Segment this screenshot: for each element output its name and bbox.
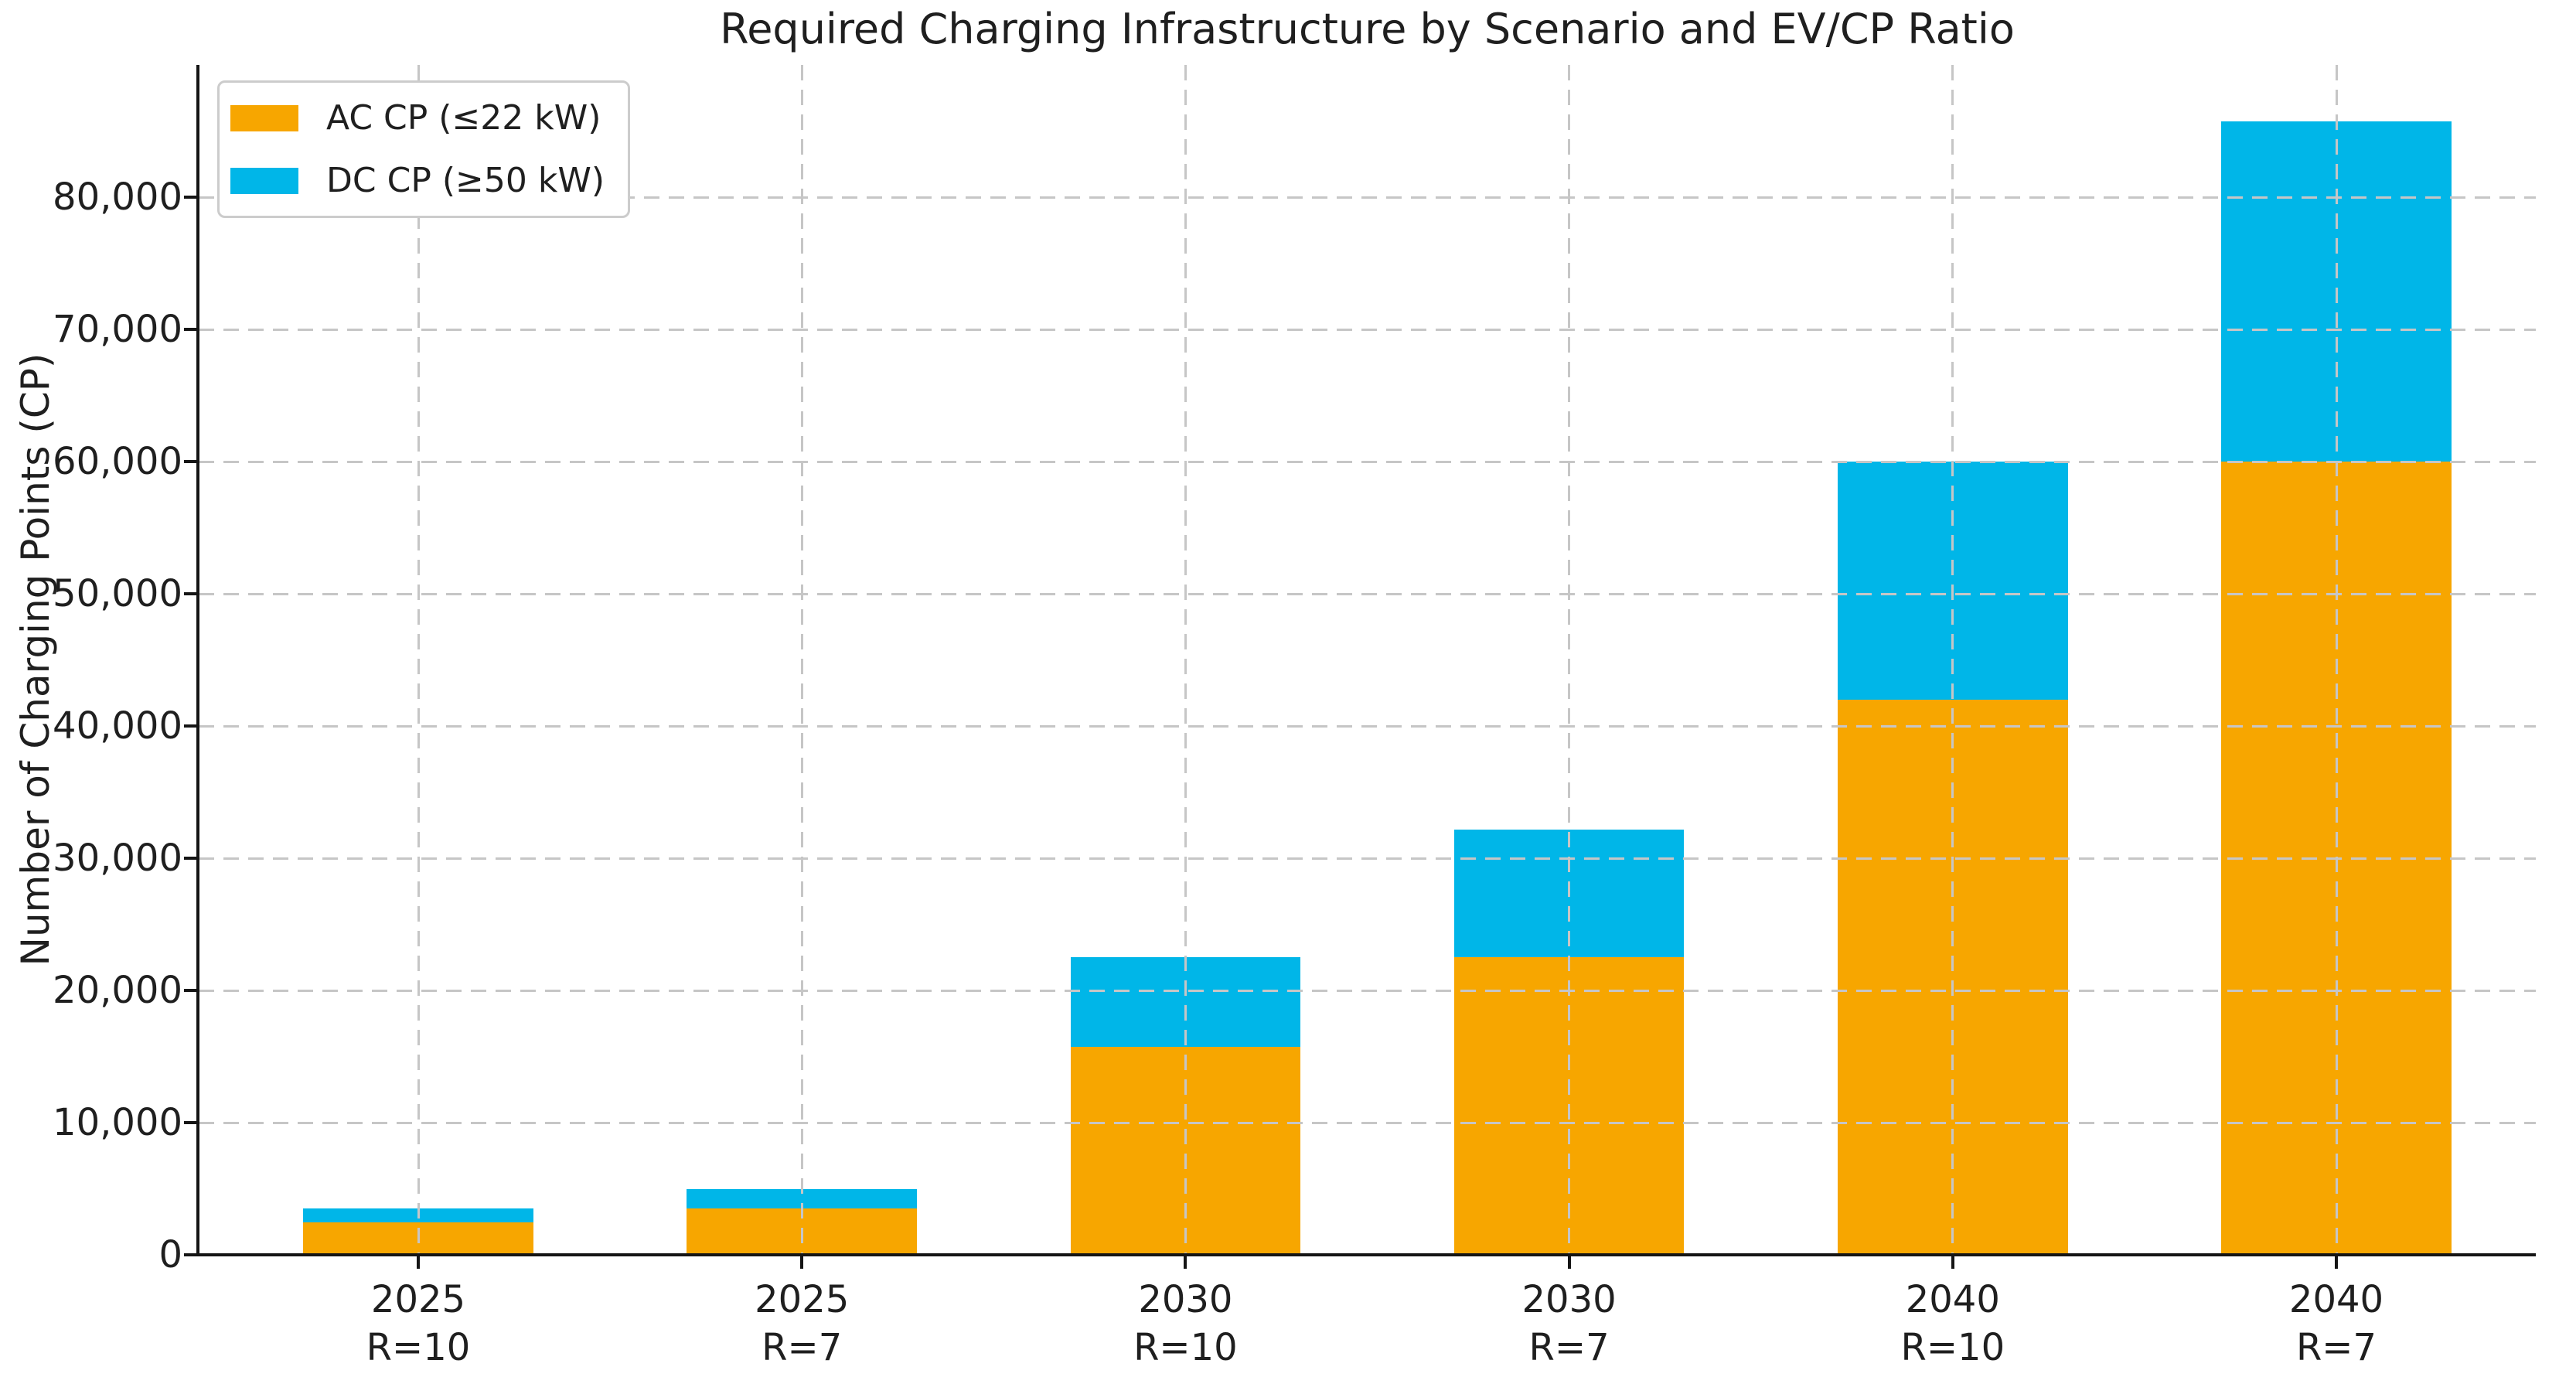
x-tick-label-0: 2025 R=10 (366, 1278, 471, 1370)
y-tick-label-40000: 40,000 (53, 704, 182, 748)
y-tick-label-10000: 10,000 (53, 1101, 182, 1144)
legend-label-ac: AC CP (≤22 kW) (326, 98, 601, 138)
h-gridline-50000 (199, 592, 2536, 595)
v-gridline-4 (1951, 65, 1954, 1255)
y-tick-label-30000: 30,000 (53, 837, 182, 880)
x-tick-3 (1567, 1256, 1571, 1269)
v-gridline-0 (417, 65, 420, 1255)
x-tick-label-2: 2030 R=10 (1133, 1278, 1238, 1370)
h-gridline-20000 (199, 989, 2536, 992)
h-gridline-70000 (199, 328, 2536, 331)
y-tick-label-70000: 70,000 (53, 308, 182, 351)
legend-item-ac: AC CP (≤22 kW) (230, 98, 605, 138)
y-tick-30000 (184, 857, 196, 860)
legend-item-dc: DC CP (≥50 kW) (230, 161, 605, 200)
h-gridline-40000 (199, 724, 2536, 728)
v-gridline-3 (1568, 65, 1571, 1255)
y-tick-40000 (184, 724, 196, 728)
x-tick-1 (800, 1256, 804, 1269)
y-tick-label-60000: 60,000 (53, 440, 182, 483)
y-tick-70000 (184, 328, 196, 331)
y-tick-50000 (184, 592, 196, 595)
legend: AC CP (≤22 kW) DC CP (≥50 kW) (217, 80, 630, 218)
x-tick-label-1: 2025 R=7 (755, 1278, 850, 1370)
legend-swatch-dc-icon (230, 167, 298, 194)
h-gridline-60000 (199, 460, 2536, 463)
legend-label-dc: DC CP (≥50 kW) (326, 161, 605, 200)
y-tick-label-20000: 20,000 (53, 969, 182, 1012)
h-gridline-10000 (199, 1121, 2536, 1124)
v-gridline-5 (2335, 65, 2338, 1255)
v-gridline-2 (1184, 65, 1187, 1255)
y-tick-80000 (184, 196, 196, 199)
x-tick-5 (2335, 1256, 2338, 1269)
x-tick-label-4: 2040 R=10 (1900, 1278, 2005, 1370)
y-tick-label-80000: 80,000 (53, 176, 182, 219)
h-gridline-80000 (199, 196, 2536, 199)
x-tick-4 (1951, 1256, 1954, 1269)
x-axis-spine (196, 1253, 2536, 1256)
x-tick-2 (1184, 1256, 1187, 1269)
legend-swatch-ac-icon (230, 104, 298, 131)
x-tick-label-3: 2030 R=7 (1521, 1278, 1617, 1370)
y-tick-10000 (184, 1121, 196, 1124)
h-gridline-30000 (199, 857, 2536, 860)
chart-title: Required Charging Infrastructure by Scen… (720, 5, 2015, 53)
x-tick-label-5: 2040 R=7 (2288, 1278, 2384, 1370)
x-tick-0 (417, 1256, 420, 1269)
y-tick-60000 (184, 460, 196, 463)
v-gridline-1 (800, 65, 803, 1255)
y-axis-spine (196, 65, 199, 1256)
y-tick-label-50000: 50,000 (53, 572, 182, 615)
y-tick-20000 (184, 989, 196, 992)
y-tick-0 (184, 1253, 196, 1256)
y-tick-label-0: 0 (158, 1233, 182, 1276)
